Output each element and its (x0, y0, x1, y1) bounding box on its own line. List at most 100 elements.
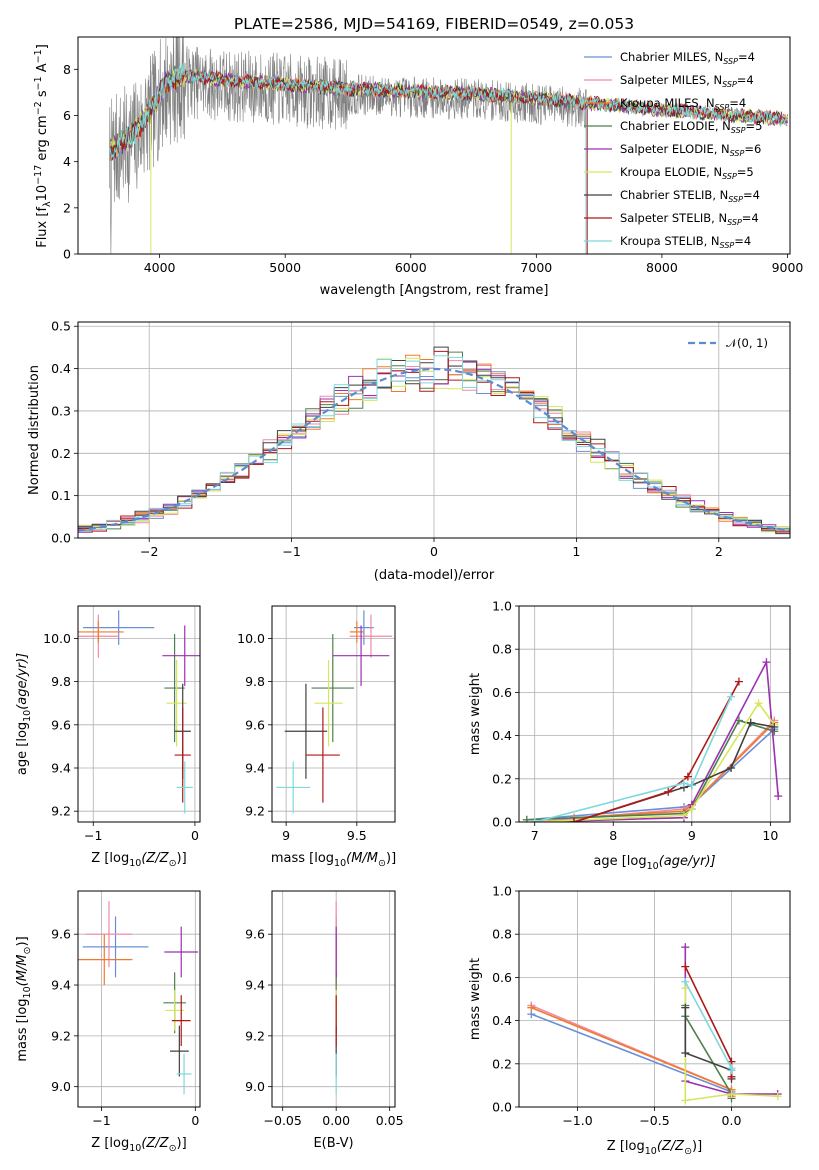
weight-vs-z-series-9 (684, 981, 733, 1071)
age-vs-mass-frame (271, 605, 396, 823)
weight-vs-age-marker (687, 805, 696, 814)
y-tick-label: 0.0 (492, 815, 512, 830)
weight-vs-z-marker (773, 1092, 782, 1101)
residuals-axes: −2 −1 0 1 2 0.0 0.1 0.2 0.3 0.4 0.5 𝒩(0, 1) (data-mo… (27, 319, 791, 583)
age-vs-mass-point-3 (349, 621, 364, 643)
age-vs-z-point-8 (174, 707, 191, 803)
y-tick-label: 9.8 (51, 674, 71, 689)
weight-vs-age-marker (727, 692, 736, 701)
mass-vs-z-point-2 (85, 901, 133, 968)
age-vs-mass-point-7 (284, 683, 328, 779)
x-tick-label: 7 (531, 828, 539, 843)
mass-vs-z-point-5 (164, 926, 199, 978)
weight-vs-z-series-7 (684, 1007, 733, 1079)
weight-vs-z-marker (727, 1066, 736, 1075)
spectrum-legend: Chabrier MILES, NSSP=4 Salpeter MILES, NS… (584, 50, 762, 250)
legend-entry: Kroupa ELODIE, NSSP=5 (620, 165, 754, 181)
x-tick-label: −1 (92, 1113, 110, 1128)
y-tick-label: 9.6 (245, 717, 265, 732)
x-tick-label: 0 (191, 828, 199, 843)
weight-vs-age-grid (519, 605, 790, 823)
x-tick-label: 9 (688, 828, 696, 843)
weight-vs-age-marker (754, 699, 763, 708)
figure-title: PLATE=2586, MJD=54169, FIBERID=0549, z=0… (234, 15, 634, 33)
x-tick-label: 0.05 (376, 1113, 404, 1128)
y-tick-label: 0.0 (51, 531, 71, 546)
age-vs-z-point-4 (164, 634, 185, 743)
weight-vs-age-marker (679, 811, 688, 820)
weight-vs-z-grid (519, 890, 790, 1108)
age-vs-mass-x-axis-label: mass [log10(M/M⊙)] (271, 851, 396, 869)
weight-vs-z-marker (681, 977, 690, 986)
x-tick-label: 0 (191, 1113, 199, 1128)
mass-vs-ebv-axes: −0.05 0.00 0.05 9.0 9.2 9.4 9.6 E(B-V) (245, 890, 404, 1151)
weight-vs-age-marker (522, 815, 531, 822)
y-tick-label: 1.0 (492, 884, 512, 899)
weight-vs-age-marker (687, 781, 696, 790)
y-tick-label: 10.0 (237, 631, 265, 646)
weight-vs-age-marker (774, 792, 783, 801)
x-tick-label: 10 (762, 828, 778, 843)
weight-vs-z-series-8 (684, 966, 733, 1077)
weight-vs-z-marker (681, 1003, 690, 1012)
spectrum-plot-area (109, 37, 788, 254)
weight-vs-age-marker (770, 722, 779, 731)
mass-vs-z-axes: −1 0 9.0 9.2 9.4 9.6 Z [log10(Z/Z⊙)] mass [log1… (15, 890, 201, 1154)
weight-vs-age-series-1 (526, 728, 775, 821)
y-tick-label: 0.6 (492, 685, 512, 700)
age-vs-z-plot-area (78, 610, 200, 814)
age-vs-mass-point-6 (314, 660, 343, 747)
mass-vs-ebv-grid (272, 891, 395, 1107)
gaussian-curve (78, 367, 790, 532)
x-tick-label: −1.0 (562, 1113, 592, 1128)
spectrum-y-axis-label: Flux [fλ10−17 erg cm−2 s−1 A−1] (33, 44, 53, 248)
mass-vs-z-point-1 (82, 916, 149, 978)
legend-entry: Kroupa STELIB, NSSP=4 (620, 234, 751, 250)
y-tick-label: 9.4 (51, 978, 71, 993)
weight-vs-age-marker (762, 658, 771, 667)
weight-vs-age-marker (734, 677, 743, 686)
weight-vs-z-marker (727, 1090, 736, 1099)
y-tick-label: 9.2 (245, 804, 265, 819)
age-vs-mass-point-5 (332, 625, 390, 686)
age-vs-mass-point-4 (311, 634, 354, 743)
x-tick-label: 7000 (520, 260, 552, 275)
y-tick-label: 0.8 (492, 642, 512, 657)
y-tick-label: 0.4 (492, 728, 512, 743)
weight-vs-z-plot-area (527, 943, 782, 1105)
x-tick-label: −0.05 (264, 1113, 302, 1128)
mass-vs-z-point-3 (78, 934, 133, 986)
age-vs-z-axes: −1 0 9.2 9.4 9.6 9.8 10.0 Z [log10(Z/Z⊙)] age [l… (15, 605, 201, 869)
weight-vs-z-marker (681, 1096, 690, 1105)
weight-vs-age-marker (746, 718, 755, 727)
y-tick-label: 0.2 (492, 771, 512, 786)
weight-vs-age-x-axis-label: age [log10(age/yr)] (593, 854, 715, 872)
residuals-y-axis-label: Normed distribution (27, 365, 42, 495)
residuals-plot-area (78, 346, 790, 535)
x-tick-label: 6000 (395, 260, 427, 275)
y-tick-label: 0.0 (492, 1100, 512, 1115)
y-tick-label: 0.3 (51, 403, 71, 418)
weight-vs-z-marker (527, 1003, 536, 1012)
y-tick-label: 4 (63, 154, 71, 169)
age-vs-mass-point-9 (276, 761, 311, 814)
y-tick-label: 9.4 (245, 978, 265, 993)
x-tick-label: 9000 (772, 260, 804, 275)
weight-vs-age-series-8 (573, 681, 740, 822)
x-tick-label: 0.00 (322, 1113, 350, 1128)
weight-vs-age-marker (727, 764, 736, 772)
x-tick-label: 2 (715, 544, 723, 559)
y-tick-label: 9.6 (51, 927, 71, 942)
y-tick-label: 1.0 (492, 599, 512, 614)
spectrum-frame (77, 36, 791, 255)
age-vs-mass-point-8 (305, 707, 340, 803)
age-vs-z-point-6 (166, 660, 187, 747)
x-tick-label: 8000 (646, 260, 678, 275)
model-spectrum-9 (109, 62, 788, 158)
mass-vs-z-point-9 (176, 1053, 192, 1095)
y-tick-label: 10.0 (43, 631, 71, 646)
x-tick-label: 0.0 (722, 1113, 742, 1128)
spectrum-axes: 4000 5000 6000 7000 8000 9000 0 2 4 6 8 Chabrier MI… (33, 36, 804, 298)
